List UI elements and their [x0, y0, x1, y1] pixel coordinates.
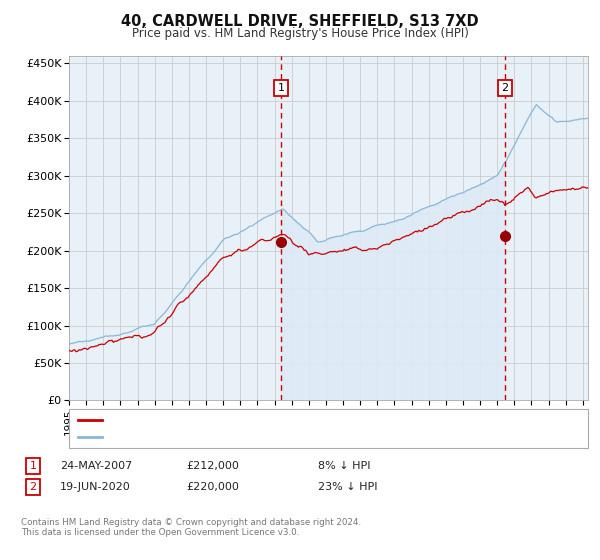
- Text: 1: 1: [278, 83, 284, 93]
- Text: £220,000: £220,000: [186, 482, 239, 492]
- Text: 1: 1: [29, 461, 37, 471]
- Text: HPI: Average price, detached house, Sheffield: HPI: Average price, detached house, Shef…: [108, 432, 347, 442]
- Text: 40, CARDWELL DRIVE, SHEFFIELD, S13 7XD: 40, CARDWELL DRIVE, SHEFFIELD, S13 7XD: [121, 14, 479, 29]
- Text: 19-JUN-2020: 19-JUN-2020: [60, 482, 131, 492]
- Text: 2: 2: [29, 482, 37, 492]
- Text: 23% ↓ HPI: 23% ↓ HPI: [318, 482, 377, 492]
- Text: Price paid vs. HM Land Registry's House Price Index (HPI): Price paid vs. HM Land Registry's House …: [131, 27, 469, 40]
- Text: 8% ↓ HPI: 8% ↓ HPI: [318, 461, 371, 471]
- Text: Contains HM Land Registry data © Crown copyright and database right 2024.
This d: Contains HM Land Registry data © Crown c…: [21, 518, 361, 538]
- Text: 40, CARDWELL DRIVE, SHEFFIELD, S13 7XD (detached house): 40, CARDWELL DRIVE, SHEFFIELD, S13 7XD (…: [108, 415, 430, 425]
- Text: 2: 2: [502, 83, 509, 93]
- Text: £212,000: £212,000: [186, 461, 239, 471]
- Text: 24-MAY-2007: 24-MAY-2007: [60, 461, 132, 471]
